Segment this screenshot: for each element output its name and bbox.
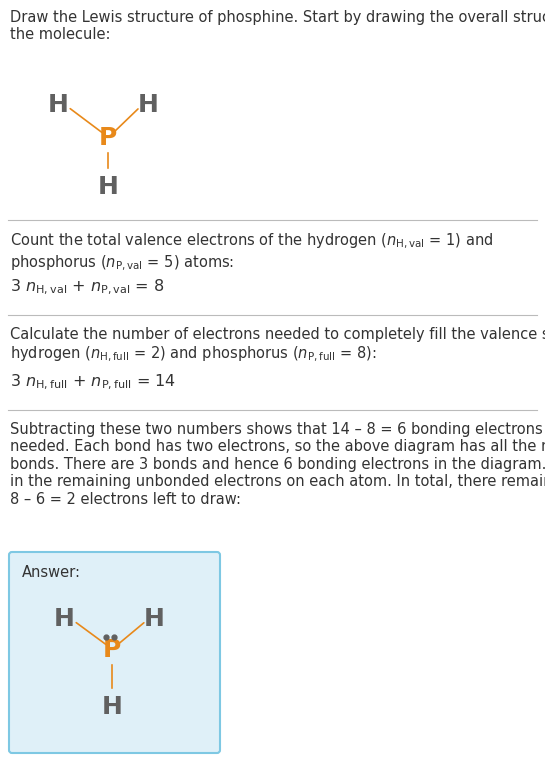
Text: 3 $n_\mathrm{H,full}$ + $n_\mathrm{P,full}$ = 14: 3 $n_\mathrm{H,full}$ + $n_\mathrm{P,ful… [10, 373, 176, 392]
Text: Answer:: Answer: [22, 565, 81, 580]
Text: Draw the Lewis structure of phosphine. Start by drawing the overall structure of: Draw the Lewis structure of phosphine. S… [10, 10, 545, 42]
Text: 3 $n_\mathrm{H,val}$ + $n_\mathrm{P,val}$ = 8: 3 $n_\mathrm{H,val}$ + $n_\mathrm{P,val}… [10, 278, 165, 297]
Text: H: H [53, 607, 75, 631]
Text: H: H [137, 93, 159, 117]
Text: Count the total valence electrons of the hydrogen ($n_\mathrm{H,val}$ = 1) and
p: Count the total valence electrons of the… [10, 232, 493, 273]
Text: H: H [143, 607, 165, 631]
Text: Calculate the number of electrons needed to completely fill the valence shells f: Calculate the number of electrons needed… [10, 327, 545, 364]
FancyBboxPatch shape [9, 552, 220, 753]
Text: P: P [103, 638, 121, 662]
Text: H: H [98, 175, 118, 199]
Text: H: H [47, 93, 69, 117]
Text: Subtracting these two numbers shows that 14 – 8 = 6 bonding electrons are
needed: Subtracting these two numbers shows that… [10, 422, 545, 506]
Text: H: H [101, 695, 123, 719]
Text: P: P [99, 126, 117, 150]
